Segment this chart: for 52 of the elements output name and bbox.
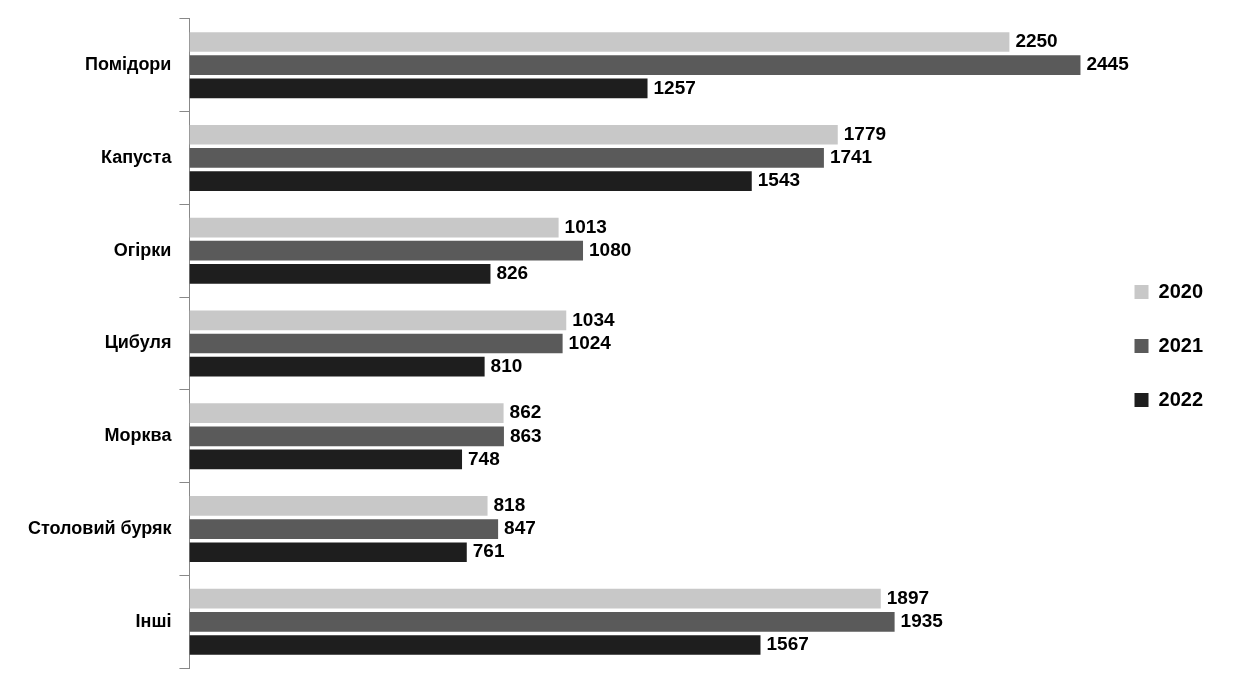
bar: [189, 519, 499, 539]
bar: [189, 310, 567, 331]
y-tick-label: Капуста: [100, 146, 173, 167]
bar: [189, 240, 584, 261]
y-tick-label: Помідори: [84, 54, 172, 75]
data-label: 1034: [572, 308, 615, 330]
y-tick-label: Морква: [104, 425, 173, 446]
data-label: 863: [509, 424, 542, 446]
bar: [189, 171, 752, 192]
bar: [189, 78, 648, 99]
bar: [189, 264, 491, 284]
data-label: 1543: [757, 169, 801, 191]
bar: [189, 495, 488, 516]
bar: [189, 55, 1081, 76]
legend-label: 2020: [1158, 279, 1204, 302]
bar: [189, 588, 881, 609]
data-label: 1080: [589, 238, 632, 260]
data-label: 1013: [564, 215, 607, 237]
data-label: 826: [496, 262, 529, 284]
data-label: 818: [493, 494, 526, 516]
bar: [189, 449, 463, 470]
bar: [189, 542, 467, 563]
data-label: 847: [504, 517, 536, 539]
bar: [189, 356, 485, 377]
data-label: 761: [472, 540, 505, 562]
y-tick-label: Огірки: [113, 239, 172, 260]
bar: [189, 635, 761, 655]
data-label: 862: [509, 401, 542, 423]
legend-label: 2022: [1158, 387, 1204, 410]
data-label: 2250: [1015, 30, 1058, 52]
bar: [189, 148, 824, 168]
data-label: 1257: [653, 76, 696, 98]
y-tick-label: Столовий буряк: [28, 518, 173, 539]
data-label: 1741: [829, 146, 873, 168]
y-tick-label: Інші: [135, 610, 172, 631]
bar: [189, 32, 1010, 52]
data-label: 2445: [1086, 53, 1130, 75]
data-label: 1567: [766, 633, 809, 655]
bar: [189, 611, 895, 632]
y-tick-label: Цибуля: [104, 332, 172, 353]
bar: [189, 426, 504, 447]
bar: [189, 217, 559, 238]
data-label: 1935: [900, 610, 944, 632]
bar: [189, 124, 838, 145]
data-label: 1779: [843, 123, 887, 144]
data-label: 748: [468, 447, 500, 469]
bar: [189, 333, 563, 354]
data-label: 1024: [568, 331, 612, 353]
data-label: 1897: [886, 586, 930, 608]
legend-label: 2021: [1158, 333, 1204, 356]
bar: [189, 403, 504, 423]
data-label: 810: [490, 354, 523, 376]
